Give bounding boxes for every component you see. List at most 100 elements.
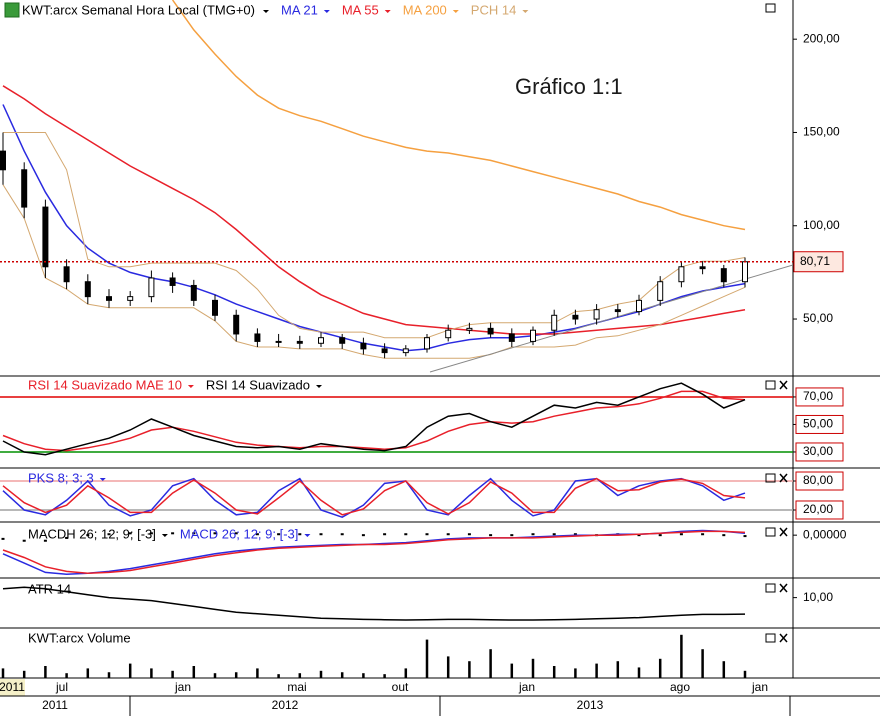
candle-body — [720, 268, 727, 283]
series-line — [2, 382, 746, 456]
candle-body — [381, 348, 388, 354]
legend-label: MACD 26; 12; 9; [-3] — [180, 526, 299, 541]
y-tick-label: 10,00 — [803, 590, 833, 604]
maximize-button[interactable] — [765, 473, 776, 483]
candle-body — [190, 284, 197, 301]
legend-label: PCH 14 — [471, 2, 517, 17]
close-button[interactable] — [779, 633, 788, 643]
plot-area — [0, 477, 793, 519]
legend-label: RSI 14 Suavizado MAE 10 — [28, 377, 182, 392]
maximize-button[interactable] — [765, 583, 776, 593]
legend-label: MA 200 — [403, 2, 447, 17]
dropdown-arrow — [323, 10, 330, 13]
histogram-dot — [149, 532, 153, 535]
candle-body — [572, 314, 579, 320]
candle-body — [614, 309, 621, 313]
plot-area — [2, 586, 746, 621]
histogram-dot — [531, 533, 535, 536]
volume-bar — [234, 672, 238, 678]
candle-body — [63, 266, 70, 283]
histogram-dot — [319, 533, 323, 536]
histogram-dot — [128, 532, 132, 535]
candle-body — [42, 206, 49, 268]
chart-title: KWT:arcx Semanal Hora Local (TMG+0) — [22, 2, 255, 17]
histogram-dot — [255, 533, 259, 536]
panel: 0,00000 MACDH 26; 12; 9; [-3] MACD 26; 12;… — [1, 526, 847, 575]
legend-label: MA 21 — [281, 2, 318, 17]
volume-bar — [65, 673, 68, 678]
volume-bar — [1, 668, 5, 678]
histogram-dot — [573, 533, 577, 536]
candle-body — [254, 333, 261, 342]
legend-label: RSI 14 Suavizado — [206, 377, 310, 392]
close-button[interactable] — [779, 527, 788, 537]
volume-bar — [552, 666, 556, 678]
candle-body — [742, 261, 748, 283]
month-label: out — [392, 680, 409, 694]
histogram-dot — [22, 539, 26, 542]
dropdown-arrow — [187, 385, 194, 388]
month-label: jan — [174, 680, 191, 694]
last-price-tag — [793, 251, 844, 273]
series-line — [2, 477, 746, 519]
volume-bar — [362, 673, 365, 678]
tick-box — [795, 500, 844, 520]
close-button[interactable] — [779, 473, 788, 483]
candle-body — [402, 348, 409, 354]
candle-body — [466, 327, 473, 331]
trend-line — [429, 264, 793, 373]
candle-body — [508, 333, 515, 342]
series-line — [2, 184, 746, 359]
volume-bar — [574, 668, 577, 678]
histogram-dot — [701, 533, 705, 536]
volume-bar — [489, 649, 492, 678]
candle-body — [657, 281, 664, 301]
y-tick-label: 80,00 — [803, 473, 833, 487]
close-button[interactable] — [779, 380, 788, 390]
tick-box — [795, 414, 844, 434]
volume-bar — [192, 666, 196, 678]
dropdown-arrow — [522, 10, 529, 13]
candle-body — [445, 329, 452, 339]
plot-area — [1, 529, 747, 575]
dropdown-arrow — [452, 10, 459, 13]
dropdown-arrow — [161, 534, 168, 537]
tick-box — [795, 387, 844, 407]
volume-bar — [86, 668, 90, 678]
panel: KWT:arcx Volume — [1, 630, 788, 678]
histogram-dot — [171, 532, 175, 535]
volume-bar — [595, 663, 598, 678]
candle-body — [233, 314, 240, 335]
candle-body — [318, 337, 324, 344]
candle-body — [296, 340, 303, 344]
dropdown-arrow — [304, 534, 311, 537]
maximize-button[interactable] — [765, 633, 776, 643]
candle-body — [424, 337, 430, 350]
candle-body — [551, 314, 558, 331]
maximize-button[interactable] — [765, 3, 776, 13]
panel: 30,00 50,00 70,00 RSI 14 Suavizado MAE 10 RS… — [0, 377, 844, 462]
histogram-dot — [361, 534, 365, 537]
annotation: Gráfico 1:1 — [515, 74, 623, 99]
series-line — [2, 586, 746, 621]
close-button[interactable] — [779, 583, 788, 593]
series-line — [2, 85, 746, 335]
tick-box — [795, 471, 844, 491]
maximize-button[interactable] — [765, 380, 776, 390]
panel: 50,00 100,00 150,00 200,00 80,71 Gráfico 1:1 K… — [0, 0, 844, 373]
last-price-label: 80,71 — [800, 254, 830, 268]
candle-body — [127, 296, 134, 301]
candle-body — [275, 340, 282, 343]
volume-bar — [256, 668, 259, 678]
dropdown-arrow — [99, 478, 106, 481]
histogram-dot — [679, 533, 683, 536]
tick-box — [795, 442, 844, 462]
volume-bar — [425, 639, 429, 678]
histogram-dot — [446, 533, 450, 536]
legend-label: ATR 14 — [28, 581, 71, 596]
histogram-dot — [65, 536, 69, 539]
maximize-button[interactable] — [765, 527, 776, 537]
year-label: 2012 — [272, 698, 299, 712]
volume-bar — [616, 661, 620, 678]
